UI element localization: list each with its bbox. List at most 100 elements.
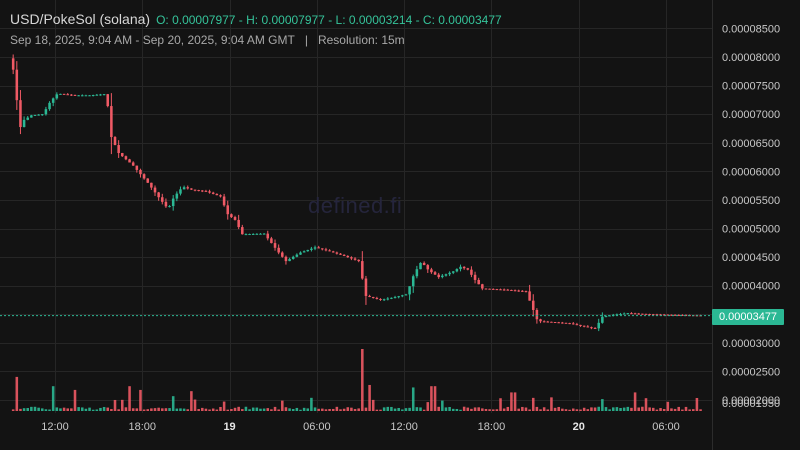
volume-bar	[22, 408, 26, 411]
volume-bar	[215, 409, 219, 411]
candle-body	[48, 102, 51, 110]
candle-body	[426, 265, 430, 270]
volume-bar	[302, 407, 306, 411]
volume-bar	[259, 408, 262, 411]
volume-bar	[644, 398, 648, 411]
volume-bar	[128, 386, 131, 411]
candle-body	[313, 247, 317, 249]
candle-body	[128, 159, 131, 163]
volume-bar	[357, 408, 360, 411]
candle-body	[175, 193, 179, 199]
volume-bar	[615, 407, 619, 411]
volume-bar	[346, 407, 350, 411]
candle-body	[615, 314, 619, 316]
candle-body	[564, 322, 568, 324]
candle-body	[677, 314, 681, 316]
candle-body	[371, 296, 375, 298]
candle-body	[30, 115, 33, 118]
candle-body	[324, 249, 328, 251]
y-tick-label: 0.00006500	[722, 138, 780, 150]
candle-body	[397, 296, 400, 298]
volume-bar	[393, 408, 397, 411]
candle-body	[15, 69, 19, 101]
volume-bar	[317, 408, 320, 411]
candle-body	[317, 247, 320, 249]
candle-body	[226, 205, 230, 215]
volume-bar	[575, 409, 579, 411]
candle-body	[593, 327, 597, 329]
candle-body	[568, 323, 571, 325]
volume-bar	[186, 409, 190, 411]
volume-bar	[451, 408, 455, 411]
x-tick-label: 19	[223, 421, 235, 433]
volume-bar	[637, 407, 640, 411]
volume-bar	[219, 406, 222, 411]
candle-body	[262, 233, 266, 235]
candle-body	[121, 153, 124, 157]
candle-body	[215, 193, 219, 196]
candle-body	[26, 117, 29, 120]
candle-body	[77, 95, 80, 97]
volume-bar	[619, 408, 622, 411]
volume-bar	[531, 397, 535, 411]
candle-body	[455, 269, 459, 272]
volume-bar	[37, 407, 40, 411]
volume-bar	[571, 408, 575, 411]
volume-bar	[208, 409, 211, 411]
volume-bar	[95, 409, 99, 411]
volume-bar	[244, 406, 248, 411]
volume-bar	[699, 409, 702, 411]
volume-bar	[371, 399, 375, 411]
volume-bar	[11, 409, 15, 411]
candle-body	[230, 214, 233, 218]
candle-body	[193, 189, 197, 191]
volume-bar	[433, 386, 437, 411]
volume-bar	[677, 406, 681, 411]
candle-body	[415, 269, 419, 277]
y-tick-label: 0.00004500	[722, 252, 780, 264]
volume-bar	[408, 407, 411, 411]
volume-bar	[688, 409, 691, 411]
volume-bar	[33, 406, 37, 411]
candle-body	[481, 284, 484, 289]
candle-body	[597, 322, 600, 329]
volume-bar	[590, 407, 593, 411]
candle-body	[44, 109, 48, 115]
volume-bar	[491, 409, 495, 411]
candle-body	[146, 178, 150, 183]
volume-bar	[564, 409, 568, 411]
volume-bar	[15, 376, 19, 411]
volume-bar	[230, 409, 233, 411]
volume-bar	[553, 407, 557, 411]
candle-body	[186, 187, 190, 189]
candle-body	[404, 294, 408, 296]
candle-body	[379, 298, 382, 300]
volume-bar	[484, 408, 488, 411]
volume-bar	[306, 408, 310, 411]
candle-body	[40, 114, 44, 116]
candle-body	[241, 227, 244, 235]
candle-body	[55, 94, 59, 99]
candle-body	[251, 233, 255, 235]
time-axis[interactable]: 12:00 18:00 19 06:00 12:00 18:00 20 06:00	[41, 421, 680, 433]
volume-bar	[604, 407, 608, 411]
volume-bar	[146, 409, 150, 411]
volume-bar	[321, 408, 324, 411]
volume-bar	[466, 407, 470, 411]
volume-bar	[655, 409, 659, 411]
candle-body	[386, 298, 390, 300]
volume-bar	[204, 408, 208, 411]
volume-bar	[659, 408, 662, 411]
candle-body	[95, 94, 99, 96]
volume-bar	[448, 406, 451, 411]
volume-bar	[233, 407, 237, 411]
candle-body	[419, 262, 422, 270]
candle-body	[306, 249, 310, 252]
x-tick-label: 18:00	[129, 421, 157, 433]
x-tick-label: 12:00	[390, 421, 418, 433]
candle-body	[477, 279, 480, 285]
volume-bar	[459, 409, 462, 411]
